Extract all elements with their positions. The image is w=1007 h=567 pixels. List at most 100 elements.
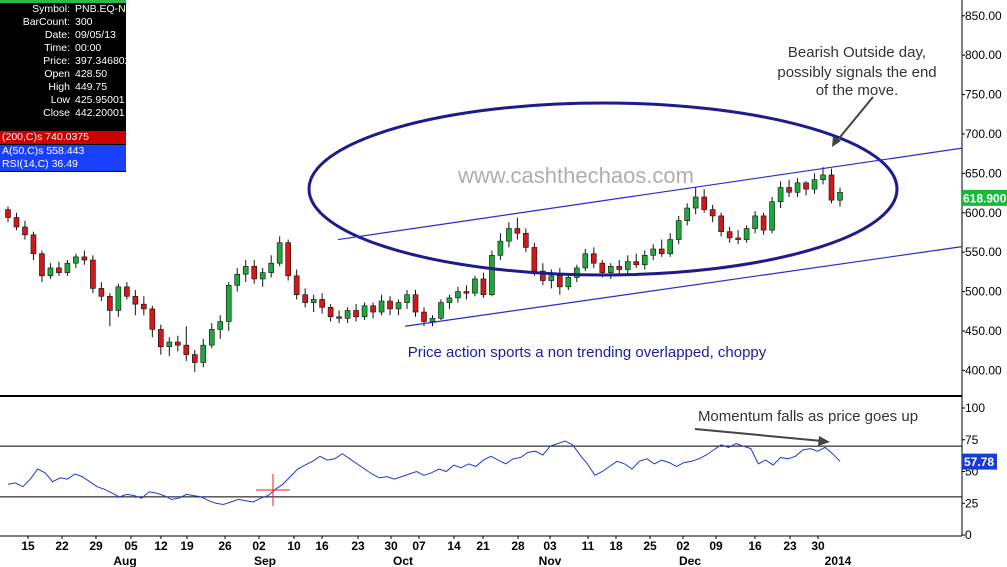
indicator-value: (200,C)s 740.0375 bbox=[2, 131, 89, 143]
y-tick-label: 800.00 bbox=[965, 48, 1002, 62]
rsi-panel bbox=[0, 440, 962, 506]
candle-body bbox=[174, 341, 181, 346]
candle-body bbox=[650, 248, 657, 256]
info-row: Low 425.95001 bbox=[0, 94, 126, 107]
candle-body bbox=[820, 174, 826, 180]
rsi-y-tick-label: 0 bbox=[965, 528, 972, 542]
candle-body bbox=[124, 286, 130, 297]
candle-body bbox=[760, 215, 767, 231]
rsi-y-tick-label: 75 bbox=[965, 433, 979, 447]
highlight-ellipse bbox=[307, 101, 899, 277]
rsi-y-tick-label: 100 bbox=[965, 401, 985, 415]
x-tick-label: 23 bbox=[783, 539, 797, 553]
last-rsi-label: 57.78 bbox=[964, 455, 994, 469]
candle-body bbox=[438, 302, 444, 319]
x-tick-label: 10 bbox=[287, 539, 301, 553]
candle-body bbox=[404, 294, 410, 303]
annotation-arrow bbox=[835, 96, 874, 143]
x-tick-label: 11 bbox=[582, 539, 595, 553]
candle-body bbox=[259, 272, 266, 280]
candle-body bbox=[285, 242, 291, 277]
info-label: BarCount: bbox=[22, 16, 70, 28]
x-tick-label: 30 bbox=[811, 539, 825, 553]
chart-overlays bbox=[307, 96, 963, 446]
y-tick-label: 500.00 bbox=[965, 285, 1002, 299]
candle-body bbox=[166, 341, 173, 348]
candle-body bbox=[217, 321, 224, 330]
indicator-row: RSI(14,C) 36.49 bbox=[0, 158, 126, 171]
candle-body bbox=[183, 344, 190, 355]
x-tick-label: 07 bbox=[412, 539, 426, 553]
info-row: Symbol: PNB.EQ-NSE,D bbox=[0, 3, 126, 16]
candle-body bbox=[191, 354, 198, 363]
info-row: Time: 00:00 bbox=[0, 42, 126, 55]
candle-body bbox=[463, 291, 470, 294]
x-tick-label: 30 bbox=[384, 539, 398, 553]
candle-body bbox=[13, 217, 20, 228]
candle-body bbox=[752, 215, 758, 229]
choppy-annotation: Price action sports a non trending overl… bbox=[408, 344, 767, 361]
x-tick-label: 14 bbox=[447, 539, 461, 553]
candle-body bbox=[709, 209, 716, 217]
x-tick-label: 03 bbox=[543, 539, 557, 553]
candle-body bbox=[132, 295, 139, 305]
candle-body bbox=[803, 182, 809, 190]
info-panel-accent bbox=[0, 0, 126, 3]
candle-body bbox=[115, 286, 122, 311]
candle-body bbox=[531, 247, 538, 272]
candle-body bbox=[370, 305, 376, 313]
candle-body bbox=[429, 318, 436, 322]
candle-body bbox=[293, 275, 300, 296]
info-row: Close 442.20001 bbox=[0, 107, 126, 120]
info-row: High 449.75 bbox=[0, 81, 126, 94]
info-value: 09/05/13 bbox=[75, 29, 116, 41]
candle-body bbox=[98, 288, 105, 297]
candle-body bbox=[5, 209, 11, 218]
candle-body bbox=[726, 231, 733, 239]
candle-body bbox=[310, 299, 317, 303]
candle-body bbox=[557, 275, 563, 288]
candle-body bbox=[540, 270, 546, 281]
x-tick-label: 15 bbox=[21, 539, 35, 553]
info-row: Date: 09/05/13 bbox=[0, 29, 126, 42]
x-tick-label: 26 bbox=[218, 539, 232, 553]
candle-body bbox=[472, 278, 478, 294]
month-label: Nov bbox=[539, 554, 562, 567]
y-tick-label: 700.00 bbox=[965, 127, 1002, 141]
x-tick-label: 09 bbox=[709, 539, 723, 553]
candle-body bbox=[251, 266, 258, 280]
candle-body bbox=[506, 228, 512, 242]
rsi-line bbox=[7, 440, 841, 506]
candle-body bbox=[225, 284, 232, 322]
month-label: Dec bbox=[679, 554, 701, 567]
candle-body bbox=[701, 196, 707, 210]
y-tick-label: 750.00 bbox=[965, 88, 1002, 102]
candle-body bbox=[574, 267, 580, 278]
x-tick-label: 22 bbox=[55, 539, 69, 553]
candle-body bbox=[743, 228, 750, 240]
x-tick-label: 19 bbox=[180, 539, 194, 553]
y-tick-label: 550.00 bbox=[965, 245, 1002, 259]
candle-body bbox=[73, 256, 79, 264]
annotation-arrow bbox=[694, 428, 823, 442]
indicator-row: (200,C)s 740.0375 bbox=[0, 131, 126, 144]
candle-body bbox=[828, 174, 835, 201]
candle-body bbox=[658, 248, 665, 255]
month-label: Aug bbox=[113, 554, 136, 567]
y-tick-label: 450.00 bbox=[965, 324, 1002, 338]
info-value: 428.50 bbox=[75, 68, 108, 80]
candle-body bbox=[158, 329, 164, 348]
x-tick-label: 02 bbox=[252, 539, 266, 553]
candle-body bbox=[616, 266, 623, 270]
x-tick-label: 02 bbox=[676, 539, 690, 553]
candle-body bbox=[692, 196, 699, 209]
candle-body bbox=[39, 253, 45, 277]
x-tick-label: 12 bbox=[154, 539, 168, 553]
candle-body bbox=[208, 329, 215, 346]
last-price-marker bbox=[962, 189, 1007, 206]
indicator-value: A(50,C)s 558.443 bbox=[2, 144, 85, 157]
candle-body bbox=[480, 278, 487, 296]
month-label: Oct bbox=[393, 554, 413, 567]
candle-body bbox=[319, 299, 325, 308]
